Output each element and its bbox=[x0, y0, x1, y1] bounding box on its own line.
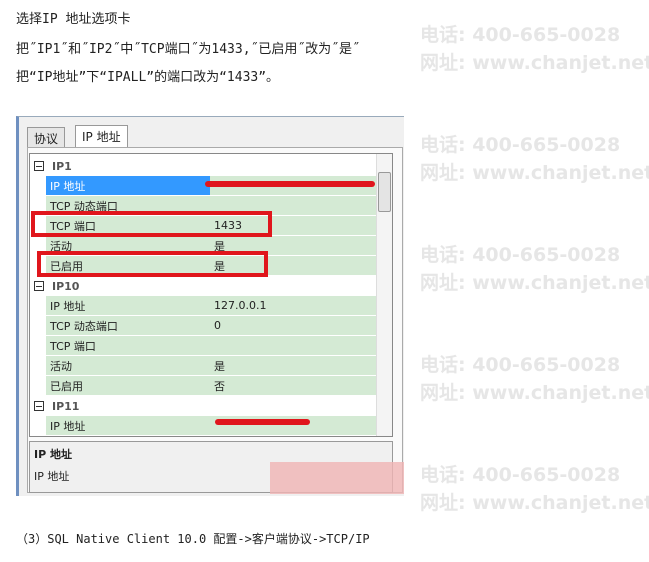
table-row[interactable]: TCP 端口 bbox=[46, 336, 376, 356]
description-text: IP 地址 bbox=[34, 470, 70, 483]
watermark: 电话: 400-665-0028 bbox=[420, 464, 621, 486]
properties-window: 协议 IP 地址 IP1 IP 地址 TCP 动态端口 TCP 端口 1433 活… bbox=[16, 116, 404, 496]
row-key: IP 地址 bbox=[50, 419, 86, 433]
group-label: IP10 bbox=[52, 279, 80, 293]
redaction-mark bbox=[205, 181, 375, 187]
watermark: 电话: 400-665-0028 bbox=[420, 24, 621, 46]
row-value: 1433 bbox=[214, 219, 242, 232]
tab-protocol[interactable]: 协议 bbox=[27, 127, 66, 147]
instruction-3: 把“IP地址”下“IPALL”的端口改为“1433”。 bbox=[16, 70, 280, 85]
row-value: 是 bbox=[214, 359, 225, 373]
row-value: 是 bbox=[214, 239, 225, 253]
property-grid: IP1 IP 地址 TCP 动态端口 TCP 端口 1433 活动是 已启用是 I… bbox=[29, 153, 393, 437]
collapse-icon[interactable] bbox=[34, 401, 44, 411]
collapse-icon[interactable] bbox=[34, 161, 44, 171]
row-key: TCP 端口 bbox=[50, 219, 96, 233]
watermark: 网址: www.chanjet.net bbox=[420, 382, 649, 404]
tab-ip-address[interactable]: IP 地址 bbox=[75, 125, 128, 147]
row-key: IP 地址 bbox=[50, 299, 86, 313]
watermark: 电话: 400-665-0028 bbox=[420, 244, 621, 266]
instruction-2: 把˝IP1˝和˝IP2˝中˝TCP端口˝为1433,˝已启用˝改为˝是˝ bbox=[16, 42, 360, 57]
description-title: IP 地址 bbox=[34, 448, 72, 461]
table-row[interactable]: TCP 动态端口 0 bbox=[46, 316, 376, 336]
row-key: 已启用 bbox=[50, 379, 83, 393]
group-ip10[interactable]: IP10 bbox=[30, 276, 79, 296]
watermark: 网址: www.chanjet.net bbox=[420, 272, 649, 294]
row-key: 活动 bbox=[50, 359, 72, 373]
row-key: IP 地址 bbox=[46, 176, 210, 195]
scrollbar-thumb[interactable] bbox=[378, 172, 391, 212]
collapse-icon[interactable] bbox=[34, 281, 44, 291]
instruction-1: 选择IP 地址选项卡 bbox=[16, 12, 131, 27]
watermark: 电话: 400-665-0028 bbox=[420, 134, 621, 156]
group-label: IP11 bbox=[52, 399, 80, 413]
scrollbar[interactable] bbox=[376, 154, 392, 436]
table-row[interactable]: IP 地址 127.0.0.1 bbox=[46, 296, 376, 316]
row-key: 已启用 bbox=[50, 259, 83, 273]
row-value: 是 bbox=[214, 259, 225, 273]
redaction-mark bbox=[215, 419, 310, 425]
table-row[interactable]: TCP 端口 1433 bbox=[46, 216, 376, 236]
watermark: 网址: www.chanjet.net bbox=[420, 52, 649, 74]
highlight-box-tcp-port bbox=[31, 211, 272, 237]
group-ip1[interactable]: IP1 bbox=[30, 156, 72, 176]
row-key: TCP 动态端口 bbox=[50, 319, 118, 333]
watermark: 网址: www.chanjet.net bbox=[420, 162, 649, 184]
row-value: 否 bbox=[214, 379, 225, 393]
row-key: TCP 动态端口 bbox=[50, 199, 118, 213]
watermark: 网址: www.chanjet.net bbox=[420, 492, 649, 514]
footer-step: （3）SQL Native Client 10.0 配置->客户端协议->TCP… bbox=[16, 532, 370, 546]
table-row[interactable]: 活动 是 bbox=[46, 356, 376, 376]
table-row[interactable]: 已启用 否 bbox=[46, 376, 376, 396]
table-row[interactable]: IP 地址 bbox=[46, 416, 376, 436]
watermark: 电话: 400-665-0028 bbox=[420, 354, 621, 376]
group-ip11[interactable]: IP11 bbox=[30, 396, 79, 416]
highlight-box-enabled bbox=[37, 251, 268, 277]
group-label: IP1 bbox=[52, 159, 72, 173]
redaction-blur bbox=[270, 462, 404, 494]
row-key: TCP 端口 bbox=[50, 339, 96, 353]
row-value: 0 bbox=[214, 319, 221, 332]
row-key: 活动 bbox=[50, 239, 72, 253]
row-value: 127.0.0.1 bbox=[214, 299, 267, 312]
